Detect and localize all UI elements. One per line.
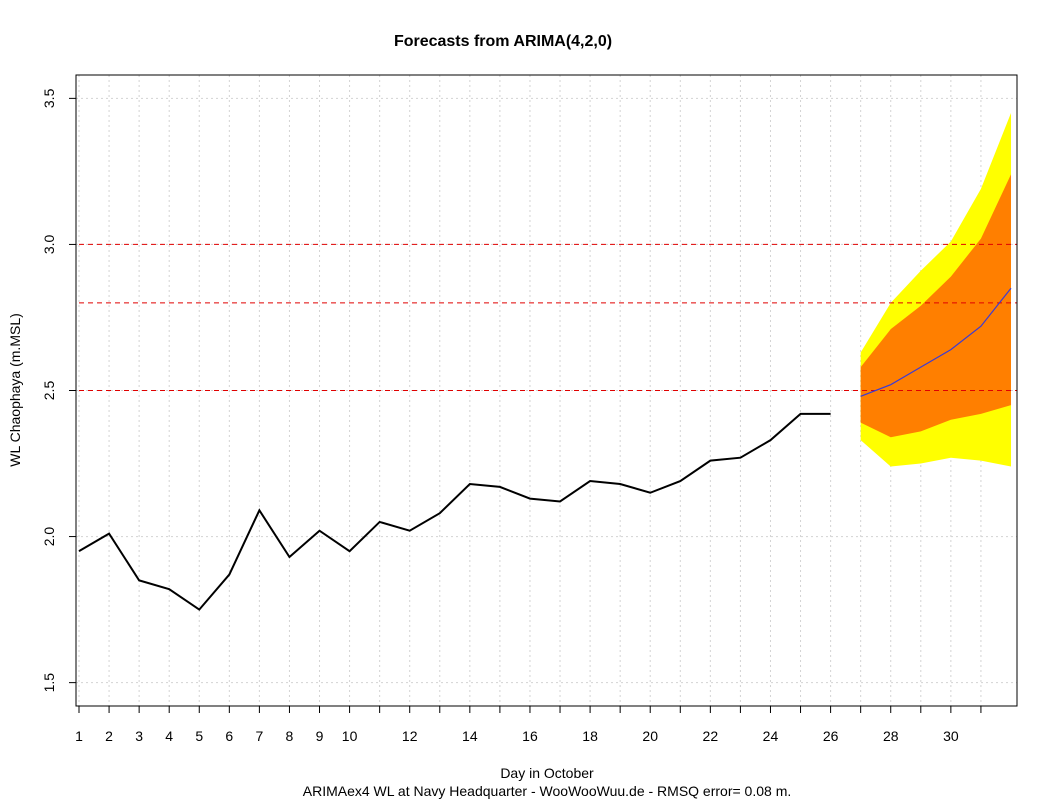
x-axis: 1 2 3 4 5 6 7 8 9 10 12 14 16 18 20 22 24 26 28 30 [75,705,982,744]
band-80-area [860,174,1011,438]
x-tick-label: 18 [582,728,598,744]
observed-line [78,412,831,611]
x-tick-label: 26 [823,728,839,744]
x-tick-label: 30 [943,728,959,744]
x-tick-label: 3 [135,728,143,744]
x-tick-label: 5 [195,728,203,744]
x-tick-label: 12 [402,728,418,744]
chart-caption: ARIMAex4 WL at Navy Headquarter - WooWoo… [303,783,792,799]
x-tick-label: 22 [703,728,719,744]
x-tick-label: 9 [316,728,324,744]
y-axis-label: WL Chaophaya (m.MSL) [7,313,23,467]
x-tick-label: 28 [883,728,899,744]
x-tick-label: 6 [225,728,233,744]
x-tick-label: 1 [75,728,83,744]
y-tick-label: 3.5 [41,88,57,108]
y-tick-label: 3.0 [41,234,57,254]
x-tick-label: 24 [763,728,779,744]
forecast-mean-series [860,287,1012,397]
observed-series [78,412,831,611]
forecast-80-band [860,174,1011,438]
forecast-mean-line [860,287,1012,397]
y-tick-label: 2.0 [41,527,57,547]
x-tick-label: 20 [642,728,658,744]
chart-title: Forecasts from ARIMA(4,2,0) [394,33,612,50]
x-tick-label: 7 [255,728,263,744]
x-tick-label: 14 [462,728,478,744]
x-tick-label: 10 [342,728,358,744]
x-tick-label: 4 [165,728,173,744]
y-tick-label: 2.5 [41,381,57,401]
x-tick-label: 16 [522,728,538,744]
x-tick-label: 2 [105,728,113,744]
y-axis: 1.5 2.0 2.5 3.0 3.5 [41,88,76,692]
y-tick-label: 1.5 [41,673,57,693]
reference-lines [79,243,1017,391]
x-tick-label: 8 [286,728,294,744]
x-axis-label: Day in October [500,765,594,781]
